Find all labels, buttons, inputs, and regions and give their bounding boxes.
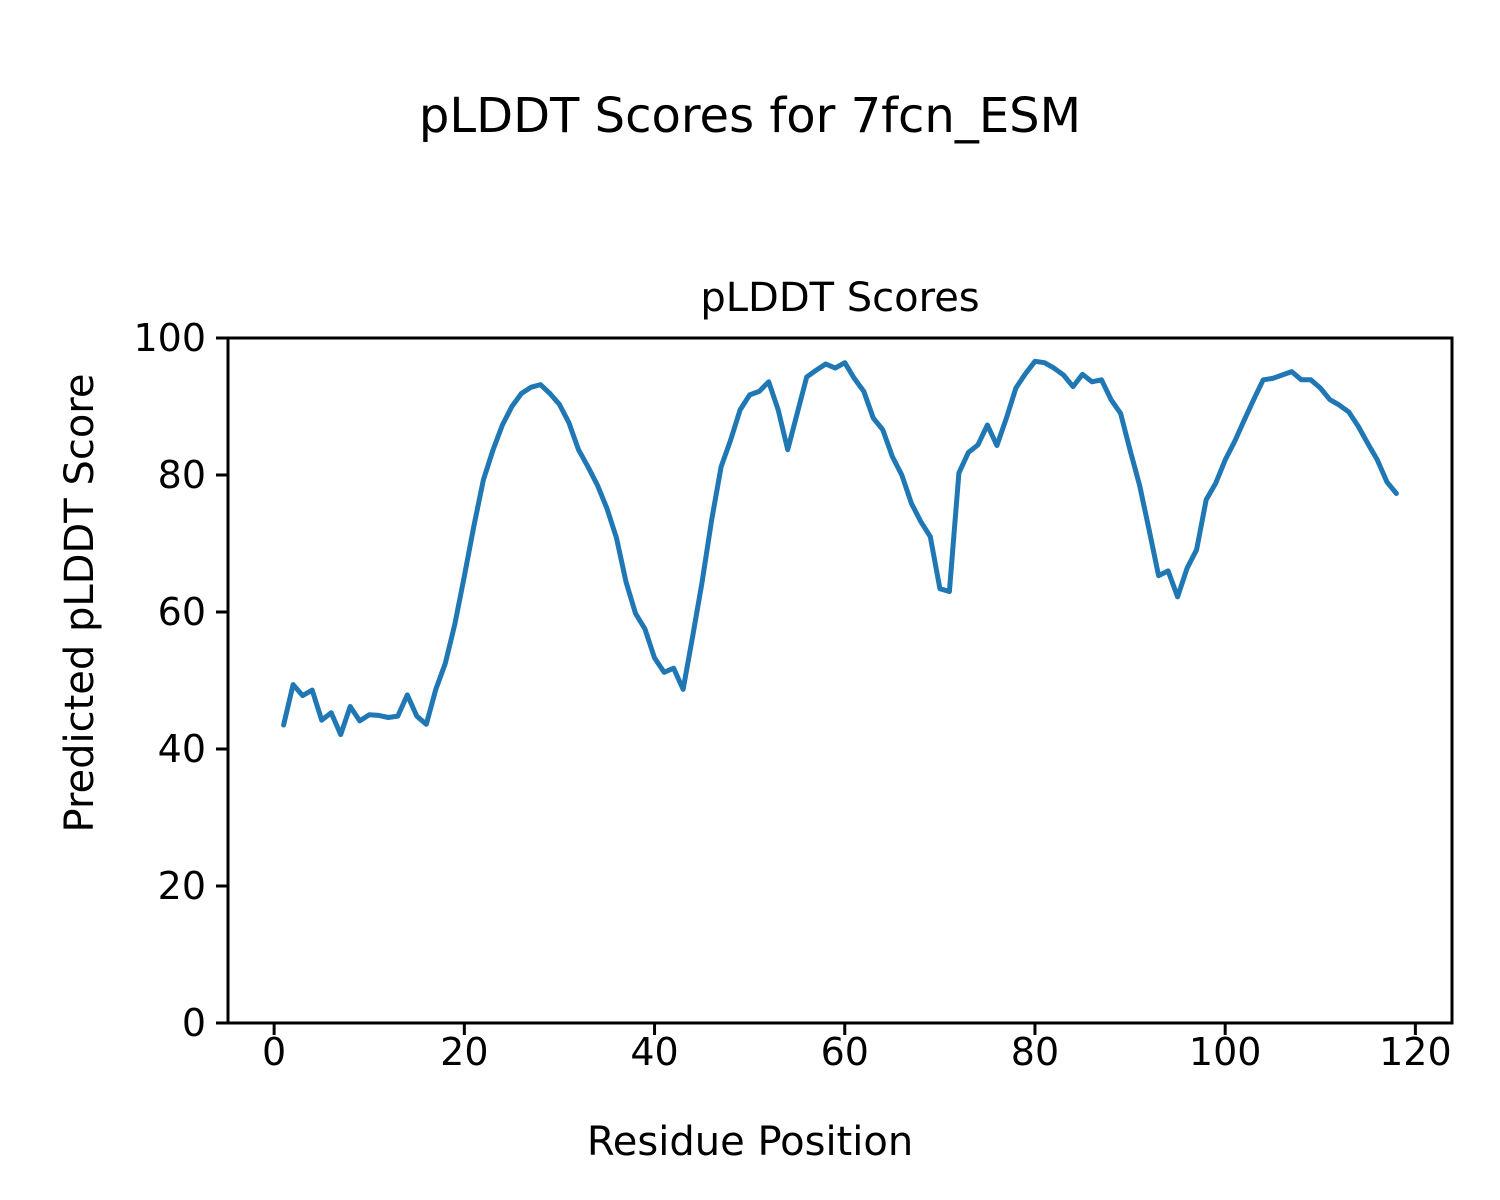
x-tick-label: 0 <box>262 1030 286 1074</box>
x-tick-label: 40 <box>630 1030 678 1074</box>
y-tick-label: 40 <box>158 727 206 771</box>
x-tick-label: 20 <box>440 1030 488 1074</box>
y-tick-label: 60 <box>158 590 206 634</box>
y-axis-label: Predicted pLDDT Score <box>57 374 103 833</box>
x-tick-label: 120 <box>1379 1030 1452 1074</box>
y-tick-label: 100 <box>133 316 206 360</box>
axes-title: pLDDT Scores <box>700 275 979 321</box>
x-tick-label: 100 <box>1189 1030 1262 1074</box>
x-axis-label: Residue Position <box>587 1119 913 1165</box>
x-tick-label: 60 <box>821 1030 869 1074</box>
plddt-score-line <box>281 358 1399 738</box>
figure-suptitle: pLDDT Scores for 7fcn_ESM <box>419 88 1081 144</box>
x-axis-ticks: 0 20 40 60 80 100 120 <box>262 1023 1452 1074</box>
y-tick-label: 20 <box>158 864 206 908</box>
y-axis-ticks: 0 20 40 60 80 100 <box>133 316 228 1045</box>
y-tick-label: 0 <box>182 1001 206 1045</box>
x-tick-label: 80 <box>1011 1030 1059 1074</box>
axes-frame <box>226 336 1454 1025</box>
y-tick-label: 80 <box>158 453 206 497</box>
